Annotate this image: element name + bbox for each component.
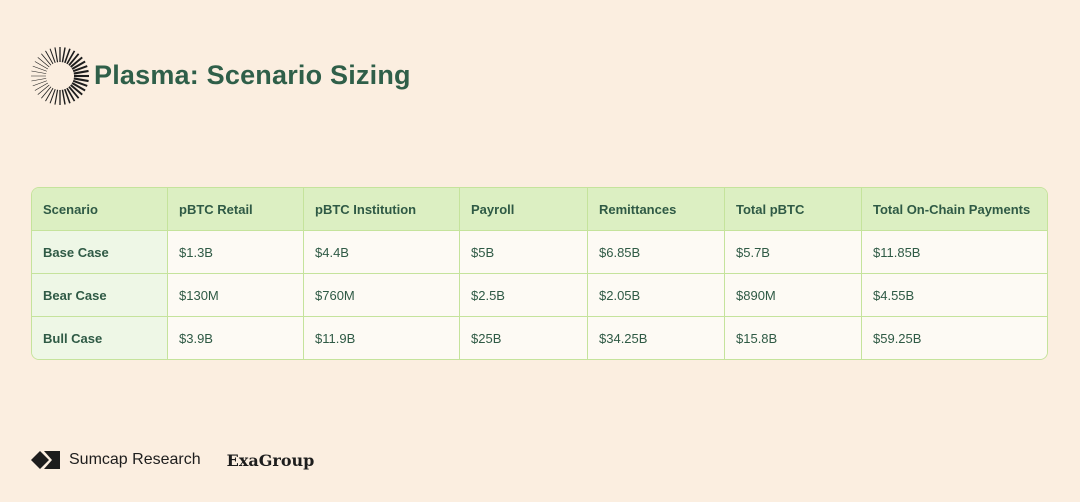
value-cell: $59.25B	[862, 317, 1047, 359]
table-row: Bear Case $130M $760M $2.5B $2.05B $890M $4.55…	[32, 274, 1047, 317]
radial-burst-logo-icon	[31, 47, 89, 105]
logo-ray	[32, 80, 47, 87]
logo-ray	[66, 50, 76, 65]
column-header: Total pBTC	[725, 188, 862, 231]
value-cell: $5.7B	[725, 231, 862, 274]
logo-ray	[34, 61, 49, 70]
value-cell: $1.3B	[168, 231, 304, 274]
logo-ray	[72, 79, 88, 87]
logo-ray	[72, 65, 88, 73]
scenario-table: Scenario pBTC Retail pBTC Institution Pa…	[31, 187, 1048, 360]
logo-ray	[70, 56, 83, 68]
value-cell: $34.25B	[588, 317, 725, 359]
column-header: pBTC Retail	[168, 188, 304, 231]
logo-ray	[41, 86, 52, 99]
page-title: Plasma: Scenario Sizing	[94, 60, 411, 90]
logo-ray	[68, 86, 80, 99]
logo-ray	[31, 70, 47, 74]
logo-ray	[71, 60, 86, 70]
sumcap-logo-icon	[31, 451, 60, 469]
logo-ray	[32, 65, 47, 72]
value-cell: $2.5B	[460, 274, 588, 317]
logo-ray	[45, 50, 54, 65]
value-cell: $130M	[168, 274, 304, 317]
logo-ray	[54, 89, 59, 105]
table-header-row: Scenario pBTC Retail pBTC Institution Pa…	[32, 188, 1047, 231]
value-cell: $11.9B	[304, 317, 460, 359]
table-row: Base Case $1.3B $4.4B $5B $6.85B $5.7B $11.85B	[32, 231, 1047, 274]
value-cell: $4.4B	[304, 231, 460, 274]
value-cell: $6.85B	[588, 231, 725, 274]
logo-ray	[66, 87, 76, 102]
logo-ray	[49, 48, 56, 64]
column-header: Scenario	[32, 188, 168, 231]
value-cell: $3.9B	[168, 317, 304, 359]
sumcap-research-label: Sumcap Research	[69, 451, 201, 468]
logo-ray	[71, 82, 86, 92]
scenario-cell: Bear Case	[32, 274, 168, 317]
logo-ray	[73, 69, 89, 75]
logo-ray	[49, 88, 56, 104]
logo-ray	[64, 48, 71, 64]
value-cell: $11.85B	[862, 231, 1047, 274]
column-header: Total On-Chain Payments	[862, 188, 1047, 231]
logo-ray	[37, 57, 50, 68]
column-header: Remittances	[588, 188, 725, 231]
logo-ray	[34, 82, 49, 91]
logo-ray	[64, 88, 71, 104]
value-cell: $760M	[304, 274, 460, 317]
logo-ray	[41, 53, 52, 66]
value-cell: $15.8B	[725, 317, 862, 359]
logo-ray	[61, 89, 66, 105]
value-cell: $25B	[460, 317, 588, 359]
exagroup-label: ExaGroup	[226, 450, 315, 470]
column-header: pBTC Institution	[304, 188, 460, 231]
value-cell: $5B	[460, 231, 588, 274]
logo-ray	[37, 84, 50, 95]
column-header: Payroll	[460, 188, 588, 231]
scenario-cell: Base Case	[32, 231, 168, 274]
logo-ray	[73, 77, 89, 83]
logo-ray	[54, 47, 59, 63]
logo-ray	[31, 78, 47, 82]
scenario-cell: Bull Case	[32, 317, 168, 359]
value-cell: $890M	[725, 274, 862, 317]
logo-ray	[70, 84, 83, 96]
value-cell: $2.05B	[588, 274, 725, 317]
footer: Sumcap Research ExaGroup	[31, 450, 314, 470]
logo-ray	[61, 47, 66, 63]
logo-ray	[45, 87, 54, 102]
table-row: Bull Case $3.9B $11.9B $25B $34.25B $15.8B $59…	[32, 317, 1047, 359]
logo-ray	[68, 53, 80, 66]
value-cell: $4.55B	[862, 274, 1047, 317]
